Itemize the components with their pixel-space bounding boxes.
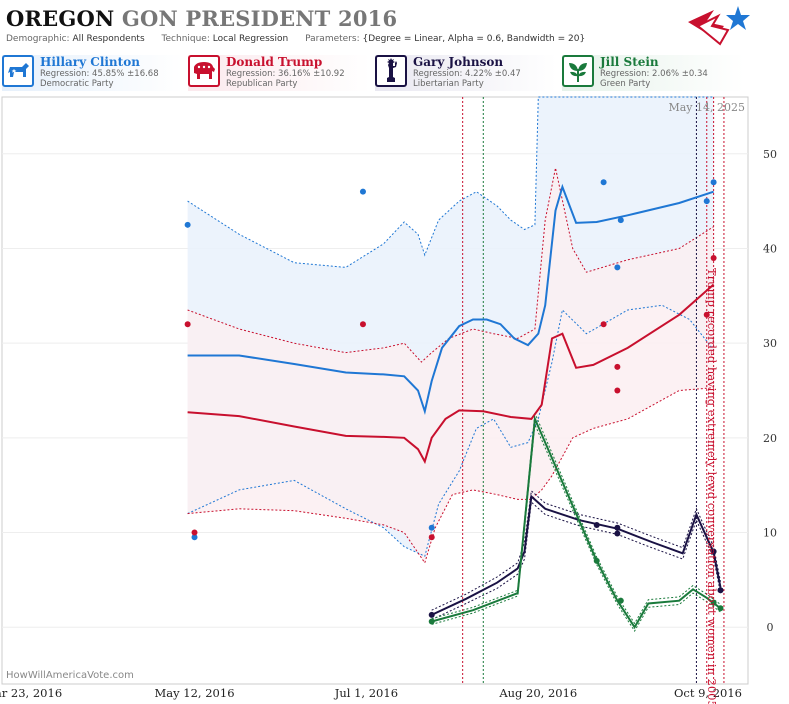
candidate-party: Republican Party bbox=[226, 79, 298, 89]
parameters-line: Demographic: All Respondents Technique: … bbox=[6, 34, 585, 44]
technique-value: Local Regression bbox=[212, 34, 289, 44]
demographic-label: Demographic: bbox=[6, 34, 70, 44]
upper-bound-line bbox=[431, 413, 721, 625]
candidate-regression: Regression: 36.16% ±10.92 bbox=[226, 69, 345, 79]
legend-clinton: Hillary Clinton Regression: 45.85% ±16.6… bbox=[2, 55, 184, 91]
regression-line bbox=[187, 183, 714, 416]
lower-bound-line bbox=[431, 422, 721, 632]
poll-point bbox=[184, 321, 191, 328]
x-tick-label: Jul 1, 2016 bbox=[334, 686, 398, 700]
confidence-band bbox=[187, 97, 714, 557]
candidate-party: Democratic Party bbox=[40, 79, 114, 89]
x-tick-label: May 12, 2016 bbox=[155, 686, 235, 700]
event-annotation: Trump recorded having extremely lewd con… bbox=[705, 268, 719, 704]
plot-frame bbox=[1, 96, 749, 685]
poll-point bbox=[191, 534, 198, 541]
state-name: OREGON bbox=[6, 6, 115, 31]
poll-point bbox=[617, 597, 624, 604]
poll-point bbox=[428, 618, 435, 625]
x-tick-label: Oct 9, 2016 bbox=[674, 686, 742, 700]
candidate-regression: Regression: 2.06% ±0.34 bbox=[600, 69, 708, 79]
poll-point bbox=[710, 599, 717, 606]
watermark: HowWillAmericaVote.com bbox=[6, 670, 134, 681]
x-tick-label: Aug 20, 2016 bbox=[498, 686, 577, 700]
poll-point bbox=[614, 363, 621, 370]
regression-line bbox=[431, 414, 722, 630]
x-tick-label: Mar 23, 2016 bbox=[0, 686, 62, 700]
poll-point bbox=[614, 264, 621, 271]
poll-point bbox=[703, 311, 710, 318]
elephant-icon bbox=[188, 55, 220, 87]
lower-bound-line bbox=[431, 501, 721, 621]
upper-bound-line bbox=[431, 489, 721, 611]
poll-point bbox=[710, 548, 717, 555]
poll-point bbox=[614, 387, 621, 394]
poll-point bbox=[717, 587, 724, 594]
parameters-value: {Degree = Linear, Alpha = 0.6, Bandwidth… bbox=[362, 34, 586, 44]
upper-bound-line bbox=[187, 167, 714, 363]
y-tick-label: 0 bbox=[767, 621, 774, 634]
candidate-name: Jill Stein bbox=[600, 55, 659, 69]
donkey-icon bbox=[2, 55, 34, 87]
poll-point bbox=[428, 611, 435, 618]
y-tick-label: 40 bbox=[763, 242, 777, 255]
legend-trump: Donald Trump Regression: 36.16% ±10.92 R… bbox=[188, 55, 370, 91]
poll-point bbox=[703, 198, 710, 205]
poll-point bbox=[600, 321, 607, 328]
date-label: May 14, 2025 bbox=[668, 101, 745, 114]
candidate-name: Donald Trump bbox=[226, 55, 323, 69]
poll-point bbox=[600, 179, 607, 186]
demographic-value: All Respondents bbox=[72, 34, 145, 44]
poll-point bbox=[359, 321, 366, 328]
confidence-band bbox=[187, 168, 714, 563]
poll-point bbox=[710, 179, 717, 186]
upper-bound-line bbox=[187, 96, 714, 268]
candidate-name: Hillary Clinton bbox=[40, 55, 140, 69]
candidate-regression: Regression: 4.22% ±0.47 bbox=[413, 69, 521, 79]
y-tick-label: 20 bbox=[763, 432, 777, 445]
parameters-label: Parameters: bbox=[305, 34, 360, 44]
poll-point bbox=[428, 534, 435, 541]
poll-point bbox=[428, 524, 435, 531]
y-tick-label: 30 bbox=[763, 337, 777, 350]
green-leaf-icon bbox=[562, 55, 594, 87]
poll-point bbox=[593, 557, 600, 564]
poll-point bbox=[614, 530, 621, 537]
poll-point bbox=[191, 529, 198, 536]
legend-stein: Jill Stein Regression: 2.06% ±0.34 Green… bbox=[562, 55, 744, 91]
candidate-regression: Regression: 45.85% ±16.68 bbox=[40, 69, 159, 79]
regression-line bbox=[431, 494, 722, 616]
technique-label: Technique: bbox=[161, 34, 210, 44]
candidate-name: Gary Johnson bbox=[413, 55, 504, 69]
y-tick-label: 50 bbox=[763, 148, 777, 161]
regression-line bbox=[187, 283, 715, 465]
poll-point bbox=[593, 521, 600, 528]
site-logo-icon bbox=[688, 6, 750, 46]
poll-point bbox=[359, 188, 366, 195]
y-tick-label: 10 bbox=[763, 527, 777, 540]
candidate-party: Green Party bbox=[600, 79, 651, 89]
poll-point bbox=[710, 254, 717, 261]
poll-point bbox=[717, 605, 724, 612]
legend-johnson: Gary Johnson Regression: 4.22% ±0.47 Lib… bbox=[375, 55, 557, 91]
poll-point bbox=[617, 217, 624, 224]
candidate-party: Libertarian Party bbox=[413, 79, 484, 89]
poll-point bbox=[184, 221, 191, 228]
liberty-icon bbox=[375, 55, 407, 87]
chart-title: OREGON GON PRESIDENT 2016 bbox=[6, 6, 397, 31]
race-name: GON PRESIDENT 2016 bbox=[121, 6, 398, 31]
poll-point bbox=[614, 524, 621, 531]
lower-bound-line bbox=[187, 387, 714, 564]
lower-bound-line bbox=[187, 304, 714, 557]
